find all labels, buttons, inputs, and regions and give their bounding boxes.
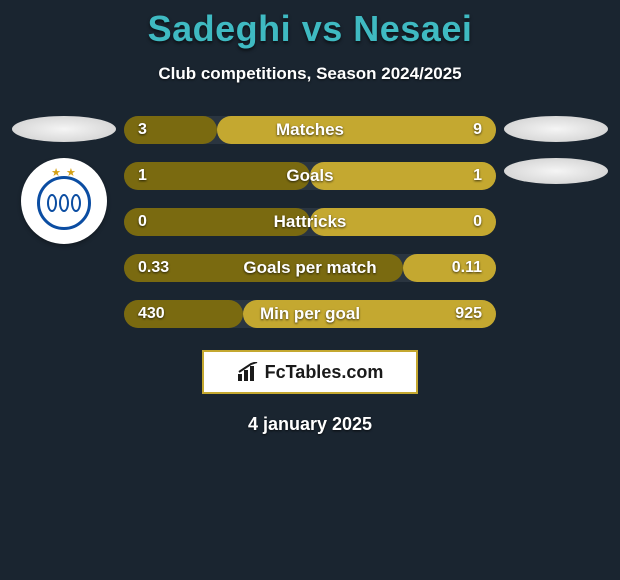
vs-text: vs xyxy=(302,8,343,49)
right-side xyxy=(500,116,612,328)
brand-box[interactable]: FcTables.com xyxy=(202,350,418,394)
player1-name: Sadeghi xyxy=(148,8,292,49)
left-side: ★ ★ xyxy=(8,116,120,328)
stat-label: Goals per match xyxy=(124,258,496,278)
chart-icon xyxy=(237,362,259,382)
club-ring xyxy=(37,176,91,230)
stat-right-value: 1 xyxy=(473,167,482,185)
page-title: Sadeghi vs Nesaei xyxy=(0,8,620,50)
player1-club-badge: ★ ★ xyxy=(21,158,107,244)
stat-row: 0.33 0.11Goals per match xyxy=(124,254,496,282)
club-ring-inner xyxy=(47,194,81,212)
stat-row: 430 925Min per goal xyxy=(124,300,496,328)
stat-left-value: 3 xyxy=(138,121,147,139)
stat-row: 3 9Matches xyxy=(124,116,496,144)
stat-row: 0 0Hattricks xyxy=(124,208,496,236)
stat-label: Hattricks xyxy=(124,212,496,232)
stat-right-value: 0.11 xyxy=(452,259,482,277)
subtitle: Club competitions, Season 2024/2025 xyxy=(0,64,620,84)
stat-left-value: 0.33 xyxy=(138,259,169,277)
player1-avatar-placeholder xyxy=(12,116,116,142)
club-stars: ★ ★ xyxy=(51,166,77,179)
main-row: ★ ★ 3 9Matches 1 1Goals 0 0Hattricks 0.33 0.11G… xyxy=(0,116,620,328)
player2-avatar-placeholder xyxy=(504,116,608,142)
player2-club-placeholder xyxy=(504,158,608,184)
stat-right-value: 9 xyxy=(473,121,482,139)
comparison-card: Sadeghi vs Nesaei Club competitions, Sea… xyxy=(0,0,620,435)
stat-left-value: 0 xyxy=(138,213,147,231)
stat-row: 1 1Goals xyxy=(124,162,496,190)
stat-bars: 3 9Matches 1 1Goals 0 0Hattricks 0.33 0.11Goals… xyxy=(120,116,500,328)
player2-name: Nesaei xyxy=(353,8,472,49)
stat-label: Matches xyxy=(124,120,496,140)
stat-left-value: 430 xyxy=(138,305,165,323)
stat-right-value: 0 xyxy=(473,213,482,231)
stat-left-value: 1 xyxy=(138,167,147,185)
date-text: 4 january 2025 xyxy=(0,414,620,435)
stat-right-value: 925 xyxy=(455,305,482,323)
brand-text: FcTables.com xyxy=(265,362,384,383)
stat-label: Goals xyxy=(124,166,496,186)
stat-label: Min per goal xyxy=(124,304,496,324)
